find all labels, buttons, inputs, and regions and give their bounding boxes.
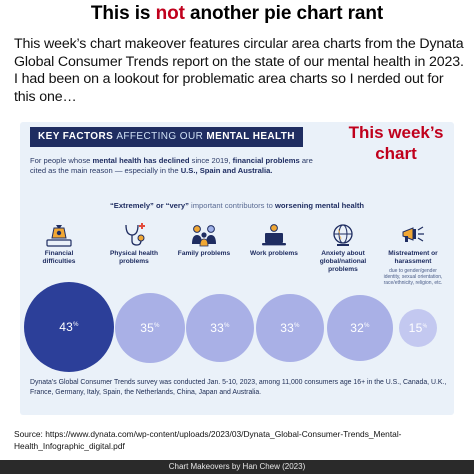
note-b: important contributors to <box>188 201 275 210</box>
family-icon <box>192 225 216 247</box>
bubble-unit: % <box>73 322 79 328</box>
bubble-number: 15 <box>408 321 423 335</box>
subtitle-b: mental health has declined <box>92 156 190 165</box>
factor-label: Mistreatment or harassment <box>388 250 438 265</box>
bubble-value: 15% <box>409 321 428 335</box>
bubble-physical: 35% <box>115 293 185 363</box>
globe-icon <box>333 224 353 246</box>
bubble-family: 33% <box>186 294 254 362</box>
credit-bar <box>0 460 474 474</box>
bubble-number: 32 <box>350 321 365 335</box>
intro-paragraph: This week’s chart makeover features circ… <box>14 36 464 105</box>
bubble-number: 35 <box>140 321 155 335</box>
bubble-unit: % <box>154 323 160 329</box>
infographic-subtitle: For people whose mental health has decli… <box>30 156 330 176</box>
subtitle-e: are cited as the main reason — especiall… <box>30 156 313 175</box>
bubble-number: 33 <box>210 321 225 335</box>
factor-column-financial: Financial difficulties <box>28 222 90 266</box>
subtitle-f: U.S., Spain and Australia. <box>180 166 273 175</box>
title-bar: This is not another pie chart rant <box>0 0 474 30</box>
megaphone-icon <box>402 226 424 242</box>
infographic-header: KEY FACTORS AFFECTING OUR MENTAL HEALTH <box>20 122 454 150</box>
bubble-number: 33 <box>280 321 295 335</box>
subtitle-a: For people whose <box>30 156 93 165</box>
note-c: worsening mental health <box>275 201 365 210</box>
title-emphasis: not <box>155 3 185 24</box>
factor-column-mistreatment: Mistreatment or harassment due to gender… <box>382 222 444 286</box>
subtitle-c: since 2019, <box>189 156 233 165</box>
bubble-financial: 43% <box>24 282 114 372</box>
money-bag-icon <box>46 225 72 247</box>
banner-part-1: KEY FACTORS <box>38 131 117 142</box>
bubble-mistreatment: 15% <box>399 309 437 347</box>
factor-label: Anxiety about global/national problems <box>319 250 367 273</box>
factor-label: Work problems <box>250 250 298 257</box>
bubble-value: 33% <box>210 321 230 335</box>
bubble-anxiety: 32% <box>327 295 393 361</box>
credit-text: Chart Makeovers by Han Chew (2023) <box>168 462 306 471</box>
bubble-work: 33% <box>256 294 324 362</box>
banner-part-3: MENTAL HEALTH <box>206 131 295 142</box>
subtitle-d: financial problems <box>232 156 300 165</box>
factor-column-physical: Physical health problems <box>103 222 165 266</box>
title-pre: This is <box>90 3 156 24</box>
infographic-image: KEY FACTORS AFFECTING OUR MENTAL HEALTH … <box>20 122 454 415</box>
this-weeks-chart-callout: This week’s chart <box>348 123 444 163</box>
factor-label: Physical health problems <box>109 250 158 265</box>
bubble-unit: % <box>422 323 428 330</box>
bubble-unit: % <box>364 323 370 329</box>
factor-column-anxiety: Anxiety about global/national problems <box>312 222 374 274</box>
bubble-number: 43 <box>59 320 74 334</box>
bubble-value: 32% <box>350 321 370 335</box>
infographic-note: “Extremely” or “very” important contribu… <box>20 201 454 210</box>
bubble-value: 43% <box>59 320 79 334</box>
factor-column-family: Family problems <box>173 222 235 258</box>
bubble-unit: % <box>224 323 230 329</box>
medical-icon <box>125 223 145 246</box>
bubble-value: 33% <box>280 321 300 335</box>
laptop-icon <box>262 224 286 246</box>
source-citation: Source: https://www.dynata.com/wp-conten… <box>14 429 402 451</box>
factor-label: Financial difficulties <box>42 250 76 265</box>
bubble-value: 35% <box>140 321 160 335</box>
infographic-banner: KEY FACTORS AFFECTING OUR MENTAL HEALTH <box>30 127 303 147</box>
factor-label: Family problems <box>177 250 231 257</box>
title-post: another pie chart rant <box>184 3 384 24</box>
infographic-footnote: Dynata’s Global Consumer Trends survey w… <box>30 379 447 396</box>
factor-column-work: Work problems <box>243 222 305 258</box>
banner-part-2: AFFECTING OUR <box>116 131 207 142</box>
note-a: “Extremely” or “very” <box>109 201 189 210</box>
page-title: This is not another pie chart rant <box>0 0 474 28</box>
bubble-unit: % <box>294 323 300 329</box>
factor-sublabel: due to gender/gender identity, sexual or… <box>383 268 443 286</box>
